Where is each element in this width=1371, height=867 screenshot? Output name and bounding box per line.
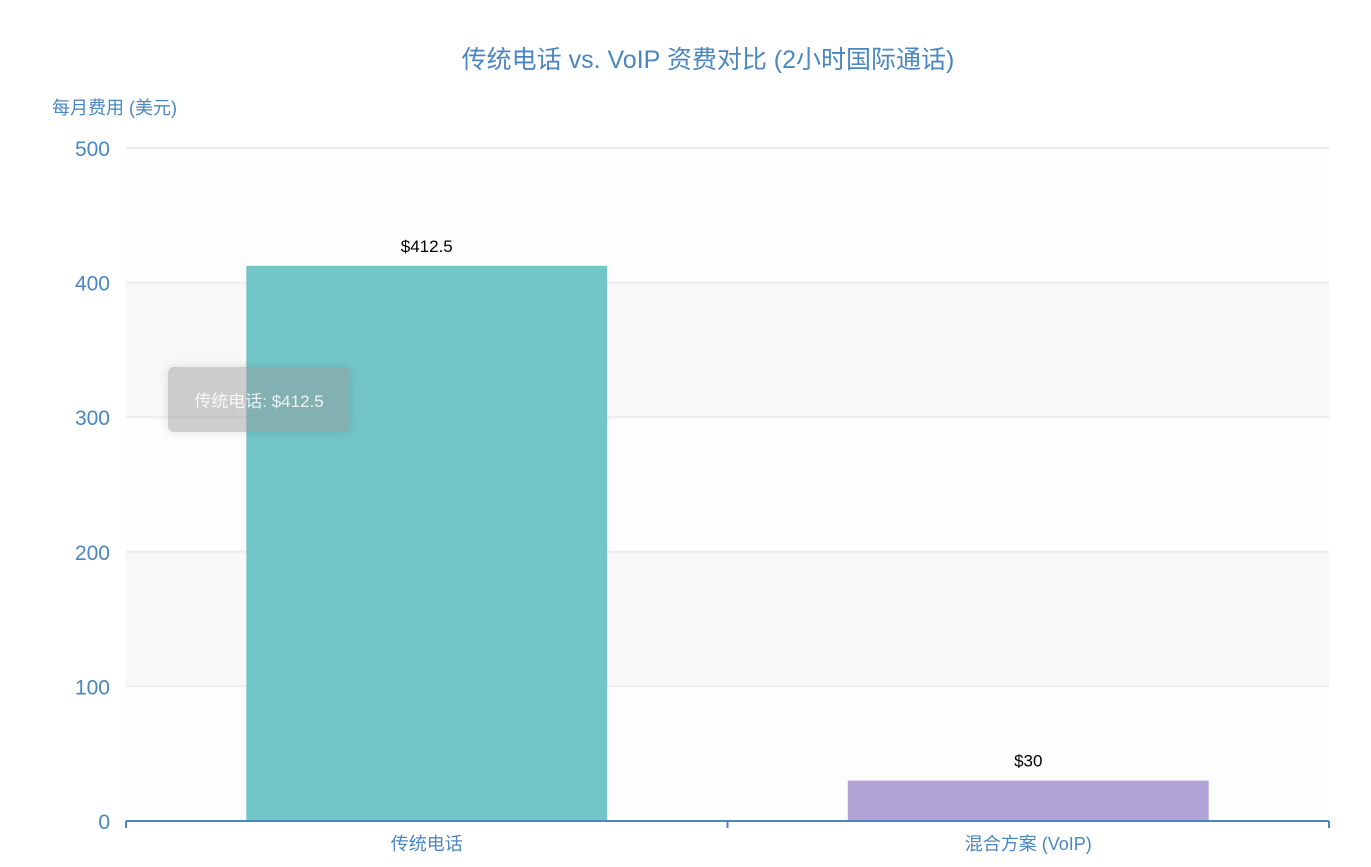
y-tick-label: 500 xyxy=(75,138,110,161)
y-tick-label: 200 xyxy=(75,542,110,565)
data-label: $30 xyxy=(1014,752,1042,771)
tooltip: 传统电话: $412.5 xyxy=(168,367,350,432)
y-tick-label: 300 xyxy=(75,407,110,430)
y-axis-label: 每月费用 (美元) xyxy=(52,98,177,118)
y-tick-label: 0 xyxy=(98,811,110,834)
bar-1[interactable] xyxy=(847,780,1209,821)
y-tick-label: 400 xyxy=(75,273,110,296)
bar-0[interactable] xyxy=(246,265,608,821)
y-tick-label: 100 xyxy=(75,676,110,699)
x-tick-label: 混合方案 (VoIP) xyxy=(965,834,1092,854)
data-label: $412.5 xyxy=(401,237,453,256)
x-tick-label: 传统电话 xyxy=(391,834,463,854)
chart-title: 传统电话 vs. VoIP 资费对比 (2小时国际通话) xyxy=(462,46,955,74)
grid-band xyxy=(126,148,1329,283)
